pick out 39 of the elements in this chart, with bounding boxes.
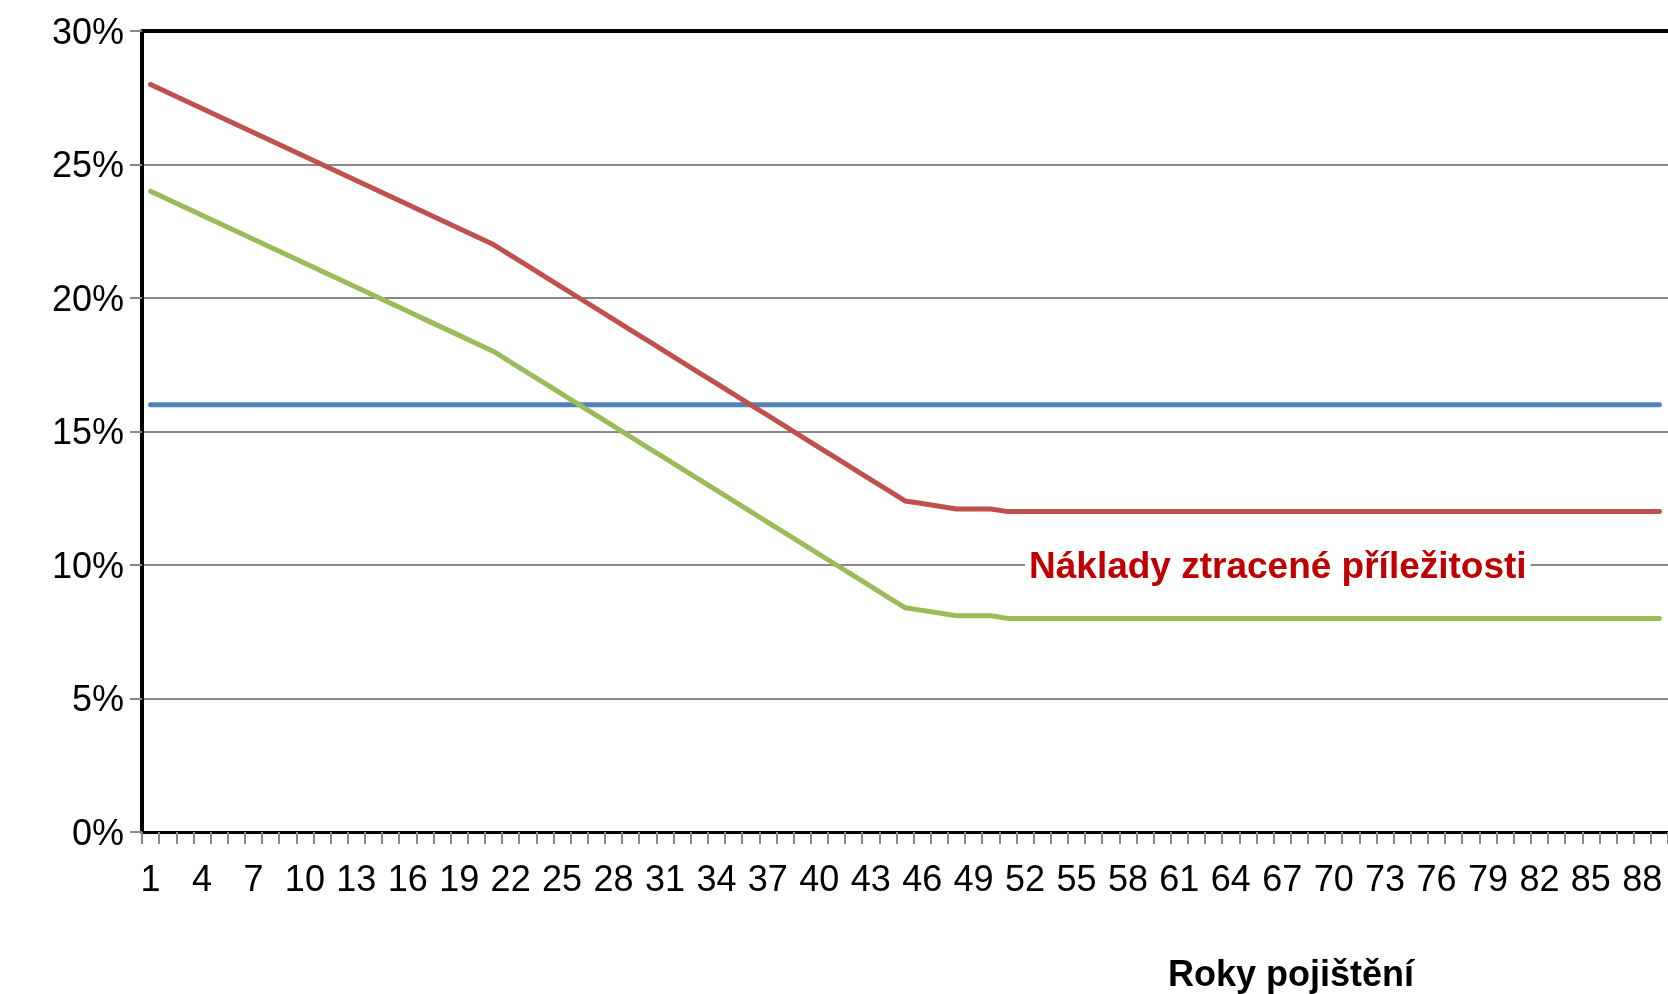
x-tick-label: 37 xyxy=(747,857,788,899)
x-tick-label: 34 xyxy=(696,857,737,899)
x-tick-label: 70 xyxy=(1313,857,1354,899)
x-tick-label: 1 xyxy=(140,857,161,899)
x-tick-label: 82 xyxy=(1519,857,1560,899)
y-tick-label: 0% xyxy=(71,811,124,853)
x-tick-label: 52 xyxy=(1005,857,1046,899)
x-tick-label: 58 xyxy=(1107,857,1148,899)
annotation: Náklady ztracené příležitosti xyxy=(1029,545,1527,586)
x-tick-label: 67 xyxy=(1262,857,1303,899)
x-tick-label: 19 xyxy=(439,857,480,899)
y-tick-label: 10% xyxy=(51,544,124,586)
y-tick-label: 30% xyxy=(51,10,124,52)
x-tick-label: 46 xyxy=(902,857,943,899)
x-tick-label: 31 xyxy=(644,857,685,899)
y-tick-label: 15% xyxy=(51,411,124,452)
x-tick-label: 13 xyxy=(336,857,377,899)
x-tick-label: 61 xyxy=(1159,857,1200,899)
x-tick-label: 64 xyxy=(1210,857,1251,899)
x-tick-label: 79 xyxy=(1467,857,1508,899)
x-tick-label: 22 xyxy=(490,857,531,899)
x-tick-label: 25 xyxy=(542,857,583,899)
x-tick-label: 55 xyxy=(1056,857,1097,899)
x-tick-label: 4 xyxy=(192,857,213,899)
x-tick-label: 16 xyxy=(387,857,428,899)
y-tick-label: 20% xyxy=(51,277,124,319)
x-tick-label: 88 xyxy=(1622,857,1663,899)
x-tick-label: 85 xyxy=(1570,857,1611,899)
x-tick-label: 76 xyxy=(1416,857,1457,899)
x-tick-label: 49 xyxy=(953,857,994,899)
y-tick-label: 5% xyxy=(71,678,124,719)
x-tick-label: 43 xyxy=(850,857,891,899)
x-tick-label: 73 xyxy=(1365,857,1406,899)
y-tick-label: 25% xyxy=(51,144,124,185)
x-tick-label: 40 xyxy=(799,857,840,899)
x-tick-label: 28 xyxy=(593,857,634,899)
x-tick-label: 10 xyxy=(284,857,325,899)
x-tick-label: 7 xyxy=(243,857,264,899)
x-axis-title: Roky pojištění xyxy=(1168,952,1416,994)
